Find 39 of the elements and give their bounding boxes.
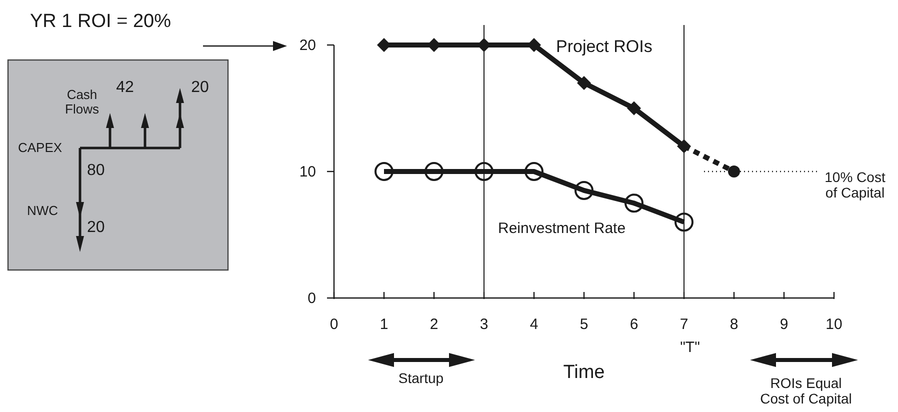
text: CAPEX bbox=[18, 140, 62, 155]
x-tick-label: 4 bbox=[530, 316, 538, 333]
x-tick-label: 10 bbox=[826, 316, 842, 333]
x-tick-label: 6 bbox=[630, 316, 638, 333]
x-tick-label: 5 bbox=[580, 316, 588, 333]
x-tick-label: 9 bbox=[780, 316, 788, 333]
x-tick-label: 2 bbox=[430, 316, 438, 333]
y-tick-label: 20 bbox=[299, 37, 316, 54]
text: NWC bbox=[27, 203, 58, 218]
point bbox=[424, 162, 444, 181]
y-tick-label: 0 bbox=[308, 290, 316, 307]
text: 80 bbox=[87, 162, 105, 179]
x-tick-label: 7 bbox=[680, 316, 688, 333]
text: YR 1 ROI = 20% bbox=[30, 11, 172, 32]
point bbox=[627, 101, 641, 116]
point bbox=[674, 212, 694, 232]
text: "T" bbox=[680, 339, 700, 356]
x-tick-label: 0 bbox=[330, 316, 338, 333]
point bbox=[524, 162, 544, 181]
x-tick-label: 8 bbox=[730, 316, 738, 333]
series-label: 10% Cost of Capital bbox=[824, 169, 886, 200]
point bbox=[374, 162, 394, 181]
text: 20 bbox=[191, 79, 209, 96]
point bbox=[577, 76, 591, 90]
point bbox=[624, 194, 644, 213]
x-tick-label: 1 bbox=[380, 316, 388, 333]
y-tick-label: 10 bbox=[299, 164, 316, 180]
text: ROIs Equal Cost of Capital bbox=[760, 375, 852, 406]
x-tick-label: 3 bbox=[480, 316, 488, 333]
text: Startup bbox=[398, 370, 444, 386]
point bbox=[474, 162, 494, 181]
x-axis-title: Time bbox=[563, 362, 605, 383]
text: Cash Flows bbox=[65, 87, 100, 116]
text: 42 bbox=[116, 79, 134, 96]
point bbox=[728, 166, 740, 178]
text: 20 bbox=[87, 219, 105, 236]
series-label: Project ROIs bbox=[556, 37, 652, 56]
series-label: Reinvestment Rate bbox=[498, 220, 626, 237]
point bbox=[574, 180, 594, 200]
